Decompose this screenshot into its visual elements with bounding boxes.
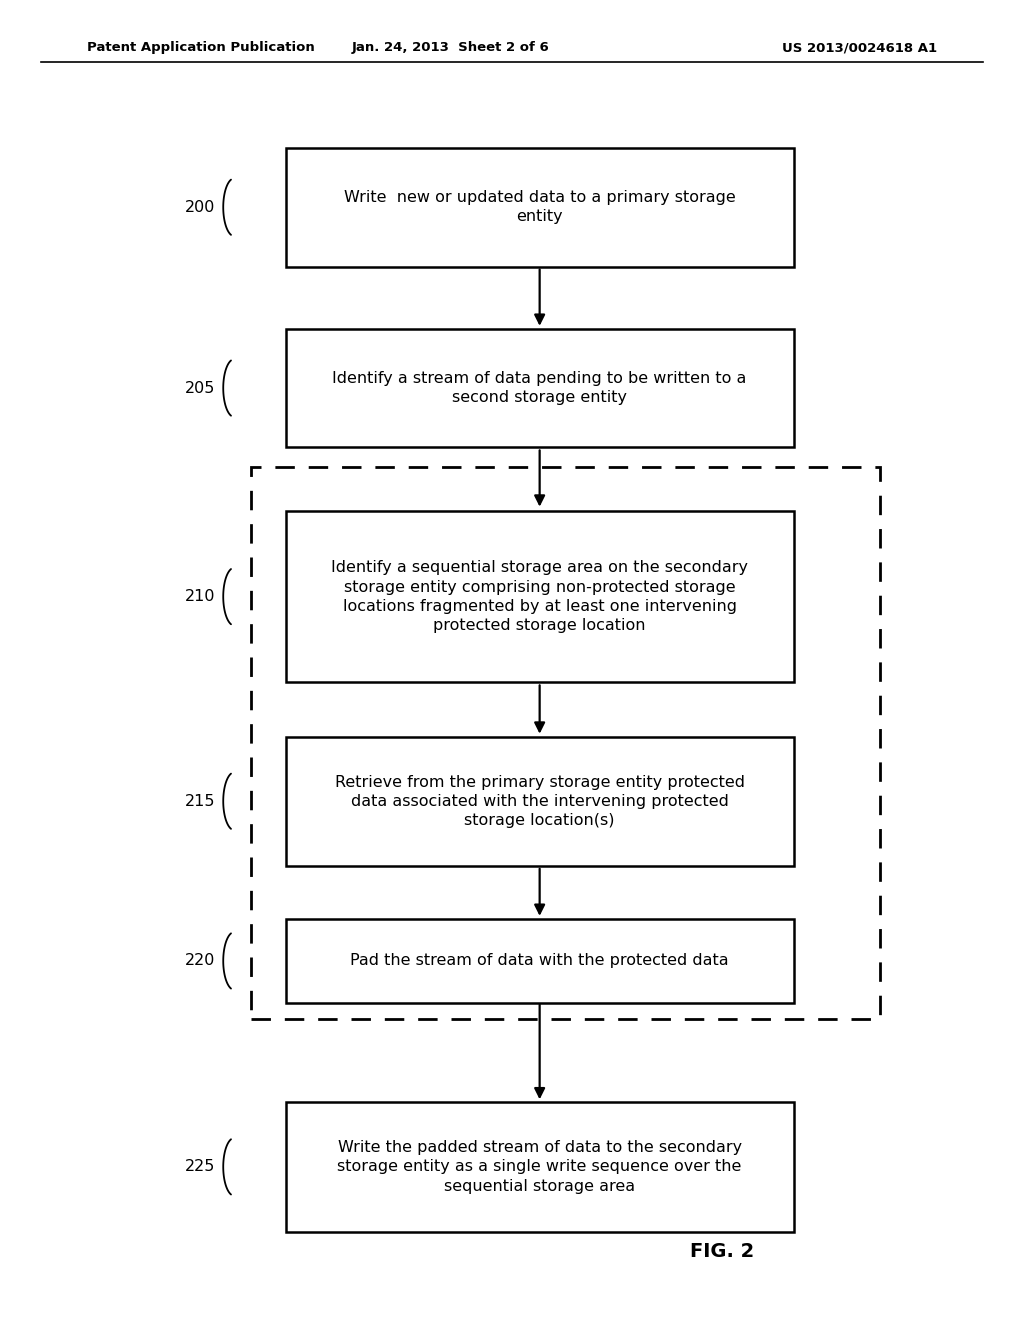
- Text: US 2013/0024618 A1: US 2013/0024618 A1: [782, 41, 937, 54]
- Text: 225: 225: [184, 1159, 215, 1175]
- Bar: [286, 737, 794, 866]
- Text: Identify a stream of data pending to be written to a
second storage entity: Identify a stream of data pending to be …: [333, 371, 746, 405]
- Text: Retrieve from the primary storage entity protected
data associated with the inte: Retrieve from the primary storage entity…: [335, 775, 744, 828]
- Text: Write the padded stream of data to the secondary
storage entity as a single writ: Write the padded stream of data to the s…: [338, 1140, 741, 1193]
- Text: Identify a sequential storage area on the secondary
storage entity comprising no: Identify a sequential storage area on th…: [331, 560, 749, 632]
- Text: Write  new or updated data to a primary storage
entity: Write new or updated data to a primary s…: [344, 190, 735, 224]
- Text: Patent Application Publication: Patent Application Publication: [87, 41, 314, 54]
- Text: 200: 200: [184, 199, 215, 215]
- Text: 215: 215: [184, 793, 215, 809]
- Text: 205: 205: [184, 380, 215, 396]
- Text: Pad the stream of data with the protected data: Pad the stream of data with the protecte…: [350, 953, 729, 969]
- Text: 220: 220: [184, 953, 215, 969]
- Bar: [286, 919, 794, 1003]
- Text: 210: 210: [184, 589, 215, 605]
- Bar: [251, 467, 880, 1019]
- Text: FIG. 2: FIG. 2: [690, 1242, 754, 1261]
- Bar: [286, 511, 794, 682]
- Text: Jan. 24, 2013  Sheet 2 of 6: Jan. 24, 2013 Sheet 2 of 6: [351, 41, 550, 54]
- Bar: [286, 1102, 794, 1232]
- Bar: [286, 329, 794, 447]
- Bar: [286, 148, 794, 267]
